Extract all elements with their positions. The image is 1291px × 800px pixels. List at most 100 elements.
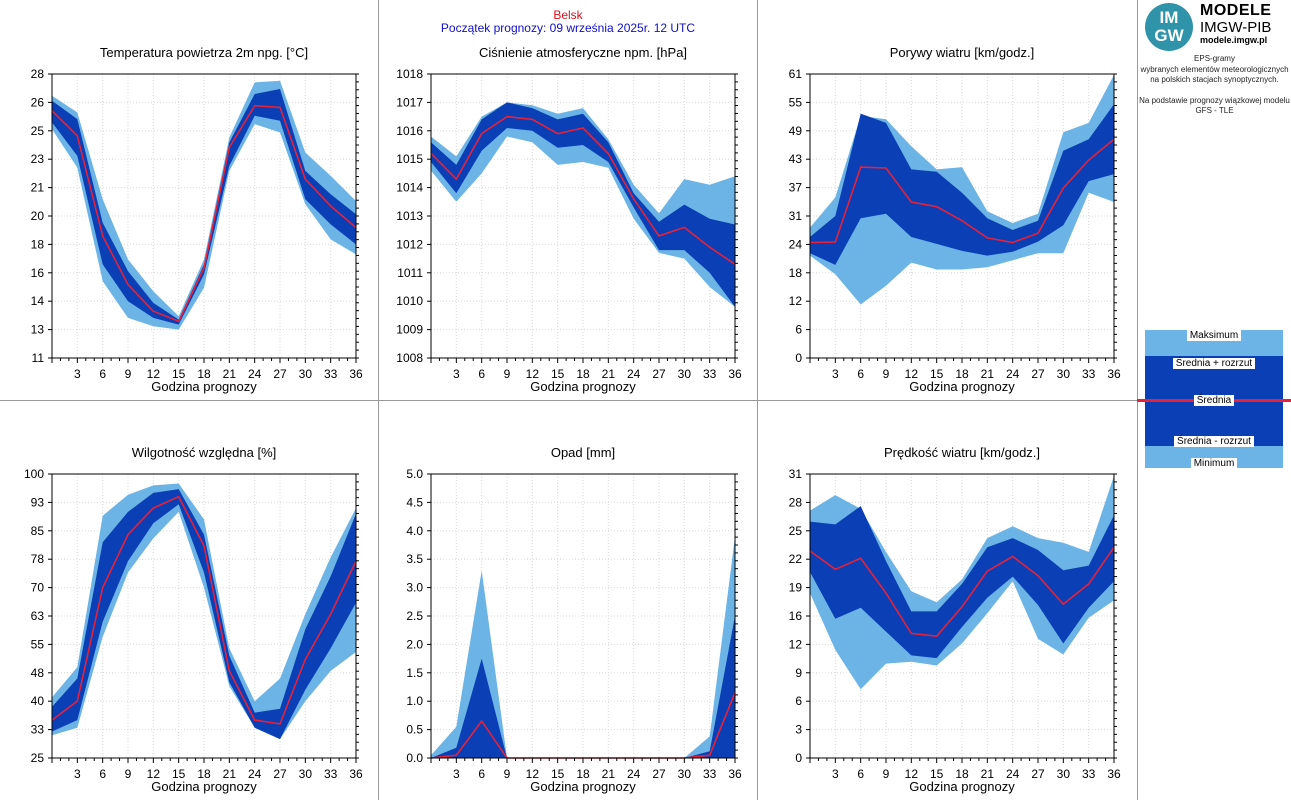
info-line-3: na polskich stacjach synoptycznych. xyxy=(1150,75,1279,84)
x-tick-label: 21 xyxy=(981,767,995,781)
y-tick-label: 22 xyxy=(789,552,803,566)
forecast-start: Początek prognozy: 09 września 2025r. 12… xyxy=(440,21,696,35)
logo-subtitle: IMGW-PIB xyxy=(1200,19,1272,36)
y-tick-label: 49 xyxy=(789,124,803,138)
y-tick-label: 0 xyxy=(795,751,802,765)
x-tick-label: 18 xyxy=(197,767,211,781)
x-tick-label: 24 xyxy=(248,767,262,781)
y-tick-label: 78 xyxy=(31,552,45,566)
y-tick-label: 1.5 xyxy=(406,666,423,680)
y-tick-label: 20 xyxy=(31,209,45,223)
y-tick-label: 33 xyxy=(31,723,45,737)
x-axis-label: Godzina prognozy xyxy=(151,379,257,394)
y-tick-label: 3.5 xyxy=(406,552,423,566)
legend: Maksimum Średnia + rozrzut Średnia Średn… xyxy=(1137,330,1291,469)
x-tick-label: 27 xyxy=(1031,767,1045,781)
y-tick-label: 6 xyxy=(795,323,802,337)
y-tick-label: 18 xyxy=(31,237,45,251)
band-max-min xyxy=(810,475,1114,690)
y-tick-label: 25 xyxy=(31,124,45,138)
y-tick-label: 100 xyxy=(24,467,44,481)
y-tick-label: 28 xyxy=(789,495,803,509)
imgw-logo-icon: IM GW xyxy=(1145,3,1193,51)
mean-line xyxy=(430,115,736,265)
mean-line xyxy=(809,138,1115,244)
x-axis-label: Godzina prognozy xyxy=(530,779,636,794)
y-tick-label: 5.0 xyxy=(406,467,423,481)
x-tick-label: 30 xyxy=(678,367,692,381)
band-spread xyxy=(431,616,735,758)
y-tick-label: 23 xyxy=(31,152,45,166)
info-line-5: GFS - TLE xyxy=(1195,106,1234,115)
y-tick-label: 55 xyxy=(789,95,803,109)
x-axis-label: Godzina prognozy xyxy=(909,379,1015,394)
y-tick-label: 0 xyxy=(795,351,802,365)
x-tick-label: 12 xyxy=(147,767,161,781)
y-tick-label: 63 xyxy=(31,609,45,623)
band-spread xyxy=(431,102,735,307)
info-line-4: Na podstawie prognozy wiązkowej modelu xyxy=(1139,95,1290,105)
chart-title: Porywy wiatru [km/godz.] xyxy=(890,45,1035,60)
info-text: EPS-gramy wybranych elementów meteorolog… xyxy=(1138,54,1291,117)
x-tick-label: 12 xyxy=(905,367,919,381)
band-spread xyxy=(810,506,1114,659)
x-tick-label: 15 xyxy=(551,767,565,781)
x-tick-label: 27 xyxy=(1031,367,1045,381)
x-tick-label: 9 xyxy=(883,367,890,381)
y-tick-label: 31 xyxy=(789,209,803,223)
y-tick-label: 9 xyxy=(795,666,802,680)
x-tick-label: 36 xyxy=(349,767,363,781)
y-tick-label: 26 xyxy=(31,95,45,109)
x-tick-label: 27 xyxy=(652,767,666,781)
legend-mean-label: Średnia xyxy=(1193,395,1235,406)
y-tick-label: 40 xyxy=(31,694,45,708)
x-tick-label: 6 xyxy=(99,367,106,381)
x-tick-label: 30 xyxy=(1057,367,1071,381)
x-tick-label: 12 xyxy=(526,367,540,381)
y-tick-label: 25 xyxy=(789,524,803,538)
y-tick-label: 1017 xyxy=(396,95,423,109)
legend-min-band xyxy=(1145,446,1283,468)
y-tick-label: 3 xyxy=(795,723,802,737)
mean-line xyxy=(809,546,1115,638)
y-tick-label: 1014 xyxy=(396,181,423,195)
x-tick-label: 33 xyxy=(703,767,717,781)
y-tick-label: 43 xyxy=(789,152,803,166)
y-tick-label: 1018 xyxy=(396,67,423,81)
y-tick-label: 1009 xyxy=(396,323,423,337)
chart-title: Temperatura powietrza 2m npg. [°C] xyxy=(100,45,308,60)
x-tick-label: 3 xyxy=(453,367,460,381)
x-tick-label: 21 xyxy=(602,767,616,781)
x-tick-label: 6 xyxy=(99,767,106,781)
y-tick-label: 12 xyxy=(789,294,803,308)
chart-title: Opad [mm] xyxy=(551,445,615,460)
y-tick-label: 12 xyxy=(789,637,803,651)
x-tick-label: 33 xyxy=(703,367,717,381)
info-line-1: EPS-gramy xyxy=(1194,54,1235,63)
y-tick-label: 1011 xyxy=(397,266,423,280)
x-tick-label: 9 xyxy=(883,767,890,781)
x-tick-label: 30 xyxy=(299,367,313,381)
logo-url[interactable]: modele.imgw.pl xyxy=(1200,35,1268,45)
x-tick-label: 12 xyxy=(147,367,161,381)
x-axis-label: Godzina prognozy xyxy=(151,779,257,794)
chart-panel-2: 1018 1017 1016 1015 1014 1013 1012 1011 1010 1009… xyxy=(396,45,742,394)
info-line-2: wybranych elementów meteorologicznych xyxy=(1140,64,1289,74)
y-tick-label: 19 xyxy=(789,581,803,595)
mean-line xyxy=(51,495,357,725)
chart-title: Prędkość wiatru [km/godz.] xyxy=(884,445,1040,460)
logo-title: MODELE xyxy=(1200,2,1272,19)
y-tick-label: 4.0 xyxy=(406,524,423,538)
y-tick-label: 13 xyxy=(31,323,45,337)
x-tick-label: 12 xyxy=(905,767,919,781)
x-tick-label: 36 xyxy=(1107,367,1121,381)
y-tick-label: 93 xyxy=(31,495,45,509)
x-tick-label: 15 xyxy=(930,367,944,381)
legend-plus-label: Średnia + rozrzut xyxy=(1172,358,1256,369)
x-tick-label: 6 xyxy=(478,767,485,781)
x-tick-label: 33 xyxy=(324,767,338,781)
mean-line xyxy=(51,104,357,323)
